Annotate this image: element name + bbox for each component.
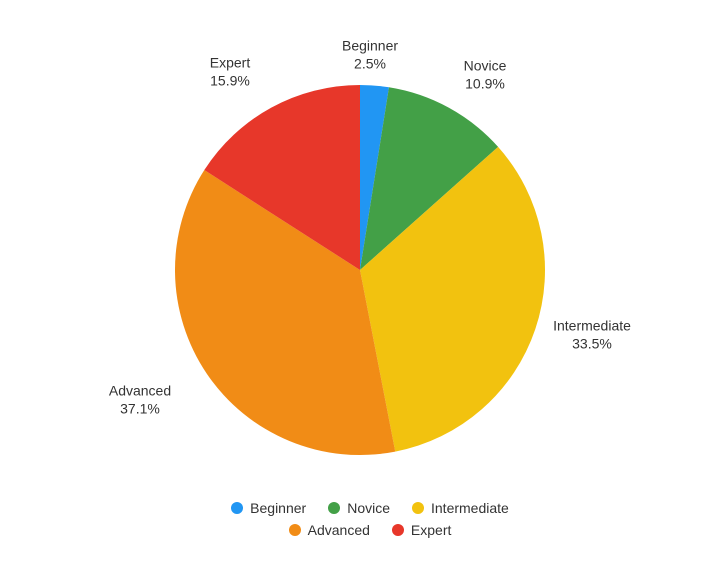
legend-dot-icon [392, 524, 404, 536]
legend-label: Intermediate [431, 500, 509, 516]
slice-label-name: Intermediate [553, 318, 631, 336]
slice-label-novice: Novice 10.9% [464, 58, 507, 93]
slice-label-pct: 15.9% [210, 72, 250, 90]
legend-item: Novice [328, 500, 390, 516]
legend-label: Beginner [250, 500, 306, 516]
legend-dot-icon [289, 524, 301, 536]
legend-item: Expert [392, 522, 451, 538]
slice-label-intermediate: Intermediate 33.5% [553, 318, 631, 353]
legend-label: Expert [411, 522, 451, 538]
slice-label-pct: 37.1% [109, 400, 171, 418]
slice-label-pct: 33.5% [553, 335, 631, 353]
legend-item: Advanced [289, 522, 370, 538]
slice-label-advanced: Advanced 37.1% [109, 383, 171, 418]
legend-dot-icon [412, 502, 424, 514]
slice-label-pct: 2.5% [342, 55, 398, 73]
slice-label-name: Advanced [109, 383, 171, 401]
legend-label: Novice [347, 500, 390, 516]
pie-svg [0, 0, 720, 570]
legend-dot-icon [328, 502, 340, 514]
legend-item: Beginner [231, 500, 306, 516]
pie-chart: Beginner 2.5% Novice 10.9% Intermediate … [0, 0, 720, 570]
legend-label: Advanced [308, 522, 370, 538]
slice-label-name: Expert [210, 55, 250, 73]
slice-label-beginner: Beginner 2.5% [342, 38, 398, 73]
legend: Beginner Novice Intermediate Advanced Ex… [200, 500, 540, 538]
slice-label-name: Novice [464, 58, 507, 76]
legend-dot-icon [231, 502, 243, 514]
slice-label-pct: 10.9% [464, 75, 507, 93]
slice-label-expert: Expert 15.9% [210, 55, 250, 90]
legend-item: Intermediate [412, 500, 509, 516]
slice-label-name: Beginner [342, 38, 398, 56]
